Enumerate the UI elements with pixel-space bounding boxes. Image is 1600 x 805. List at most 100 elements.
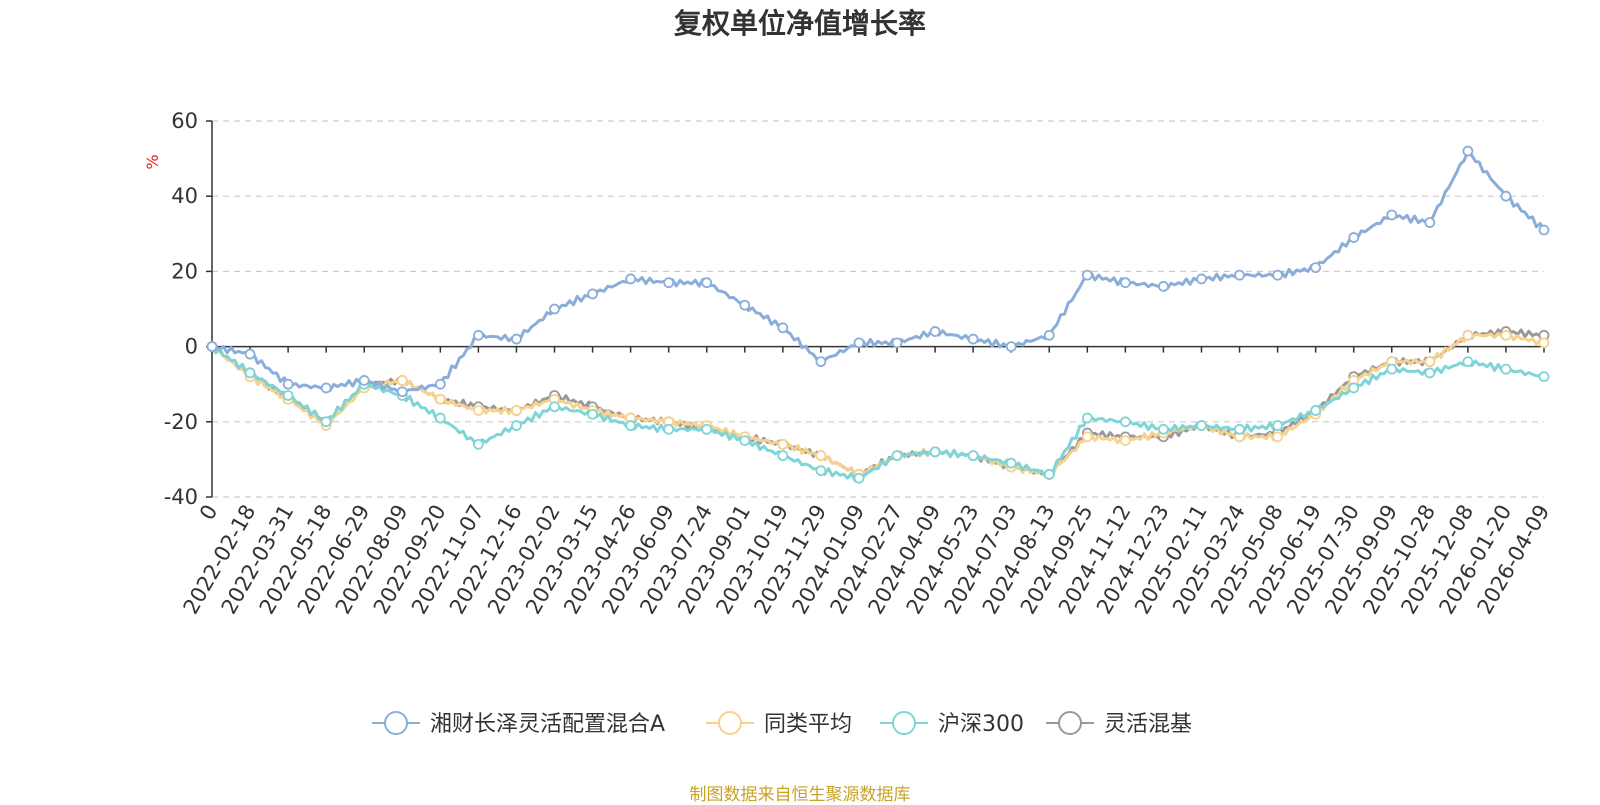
data-point [625,273,637,285]
data-point [853,472,865,484]
data-point [1272,420,1283,431]
data-point [1424,217,1436,228]
legend-label: 灵活混基 [1104,712,1192,737]
data-point [1158,281,1169,292]
y-tick-label: -20 [164,410,198,434]
data-point [396,375,408,386]
data-point [701,277,713,289]
source-note: 制图数据来自恒生聚源数据库 [689,785,911,805]
data-point [206,341,218,353]
data-point [777,438,789,450]
data-point [282,390,294,401]
legend-marker [384,711,408,735]
chart-title: 复权单位净值增长率 [673,7,926,40]
data-point [1538,224,1550,236]
data-point [663,277,675,289]
legend-marker [892,711,916,735]
legend-label: 沪深300 [938,712,1024,737]
data-point [1386,363,1398,375]
legend-marker [718,711,742,735]
data-point [967,333,979,345]
y-tick-label: 20 [171,259,198,283]
data-point [511,420,522,431]
series-line-0 [211,149,1546,394]
data-point [1500,329,1512,341]
data-point [1500,363,1512,375]
data-point [320,416,332,428]
data-point [815,450,827,462]
data-point [739,435,751,447]
data-point [1043,469,1055,480]
data-point [1462,329,1474,341]
data-point [1081,412,1093,424]
data-point [434,378,446,390]
data-point [1119,416,1131,428]
data-point [1119,277,1131,289]
data-point [815,465,827,477]
data-point [1348,382,1360,394]
data-point [1538,371,1550,383]
data-point [929,326,941,337]
data-point [1272,431,1283,443]
data-point [282,378,294,390]
series-line-1 [210,331,1545,479]
legend-label: 湘财长泽灵活配置混合A [430,712,665,737]
data-point [1310,262,1322,274]
data-point [739,299,751,311]
data-point [244,367,256,379]
legend-label: 同类平均 [764,712,852,737]
data-point [1234,269,1245,281]
data-point [1462,145,1474,157]
data-point [434,393,446,405]
data-point [320,382,332,394]
data-point [358,375,370,386]
data-point [1196,273,1207,285]
data-point [853,337,865,349]
y-axis-unit: % [143,154,162,169]
y-tick-label: 60 [171,109,198,133]
data-point [891,450,903,462]
data-point [1081,431,1093,443]
data-point [244,348,256,360]
data-point [1424,367,1436,379]
data-point [587,288,598,300]
data-point [549,303,560,315]
data-point [929,446,941,458]
legend-marker [1058,711,1082,735]
data-point [1462,356,1474,368]
data-point [1310,405,1322,416]
y-tick-label: -40 [164,485,198,509]
data-point [777,322,789,334]
data-point [1538,337,1550,349]
data-point [511,405,522,416]
data-point [1348,232,1360,243]
data-point [396,386,408,398]
data-point [549,401,560,413]
data-point [472,329,484,341]
data-point [434,412,446,424]
data-point [663,423,675,435]
data-point [701,423,713,435]
data-point [1234,423,1245,435]
data-point [891,337,903,349]
data-point [815,356,827,368]
data-point [472,405,484,416]
data-point [1386,209,1398,221]
data-point [1196,420,1207,431]
data-point [1119,435,1131,447]
data-point [511,333,522,345]
data-point [1272,269,1283,281]
y-tick-label: 40 [171,184,198,208]
data-point [1424,356,1436,368]
data-point [967,450,979,462]
data-point [1500,190,1512,202]
data-point [1005,341,1017,353]
data-point [1081,269,1093,281]
data-point [1043,329,1055,341]
data-point [1005,457,1017,469]
series-line-2 [210,345,1545,483]
data-point [777,450,789,462]
y-tick-label: 0 [185,335,198,359]
